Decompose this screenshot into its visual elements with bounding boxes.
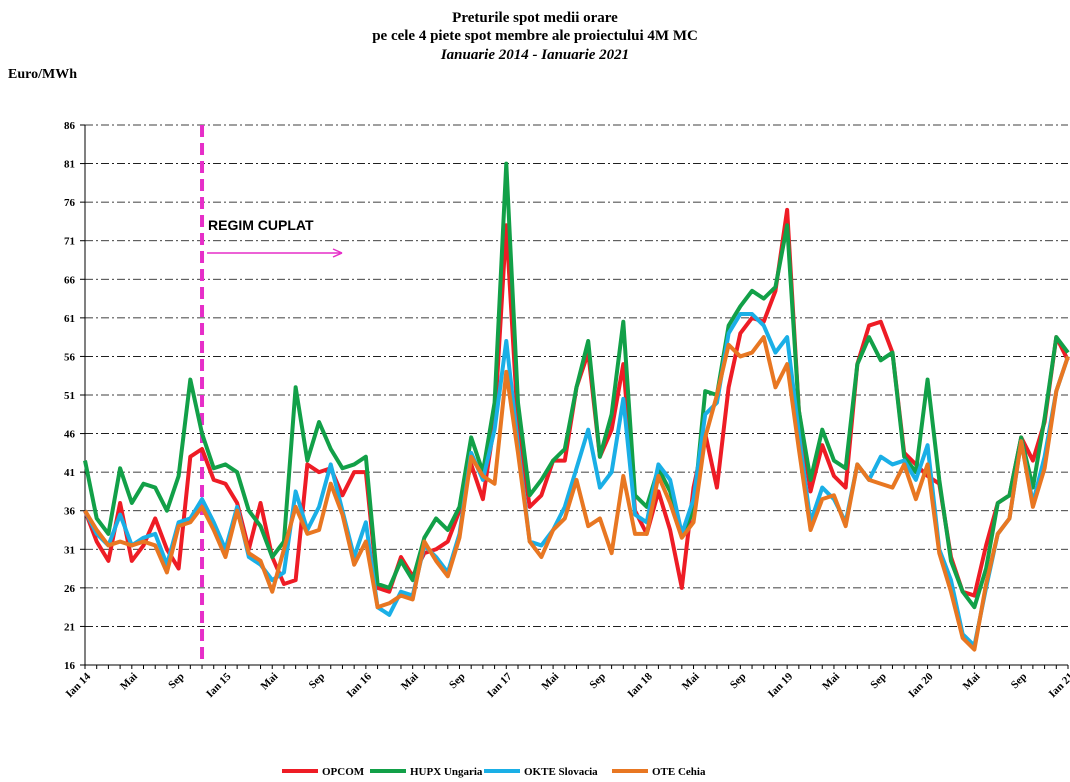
x-tick-label: Mai [961,671,983,693]
y-tick-label: 46 [64,429,76,441]
x-tick-label: Sep [1009,671,1030,692]
x-tick-label: Sep [728,671,749,692]
chart-title: Preturile spot medii orare [452,10,618,26]
x-tick-label: Sep [166,671,187,692]
series-line [83,335,1070,652]
y-tick-label: 21 [64,621,75,633]
x-tick-label: Ian 16 [345,670,375,700]
y-tick-label: 61 [64,313,75,325]
x-tick-label: Ian 20 [906,670,936,700]
y-axis-label: Euro/MWh [8,67,77,82]
y-tick-label: 76 [64,197,76,209]
x-tick-label: Sep [307,671,328,692]
y-tick-label: 56 [64,351,76,363]
x-tick-label: Mai [680,671,702,693]
legend-label: OTE Cehia [652,766,706,778]
legend-label: OKTE Slovacia [524,766,598,778]
series-line [83,312,1070,648]
y-tick-label: 86 [64,120,76,132]
x-tick-label: Mai [258,671,280,693]
x-tick-label: Ian 15 [204,670,234,700]
y-tick-label: 26 [64,583,76,595]
y-tick-label: 16 [64,660,76,672]
x-tick-label: Sep [447,671,468,692]
x-tick-label: Ian 14 [64,670,94,700]
chart-subtitle: pe cele 4 piete spot membre ale proiectu… [372,28,698,44]
y-tick-label: 31 [64,544,75,556]
y-tick-label: 71 [64,236,75,248]
annotation-text: REGIM CUPLAT [208,217,314,233]
x-tick-label: Mai [820,671,842,693]
y-tick-label: 81 [64,159,75,171]
x-tick-label: Sep [587,671,608,692]
y-tick-label: 36 [64,506,76,518]
legend-label: HUPX Ungaria [410,766,483,778]
y-tick-label: 51 [64,390,75,402]
legend-label: OPCOM [322,766,365,778]
x-tick-label: Mai [399,671,421,693]
x-tick-label: Sep [868,671,889,692]
annotation-arrowhead [332,248,343,258]
x-tick-label: Mai [118,671,140,693]
y-tick-label: 41 [64,467,75,479]
x-tick-label: Ian 17 [485,670,515,700]
x-tick-label: Ian 18 [625,670,655,700]
x-tick-label: Ian 21 [1047,671,1070,700]
y-tick-label: 66 [64,274,76,286]
series-line [83,161,1070,610]
x-tick-label: Mai [539,671,561,693]
series-line [83,207,1070,598]
chart-period: Ianuarie 2014 - Ianuarie 2021 [440,47,629,63]
x-tick-label: Ian 19 [766,670,796,700]
